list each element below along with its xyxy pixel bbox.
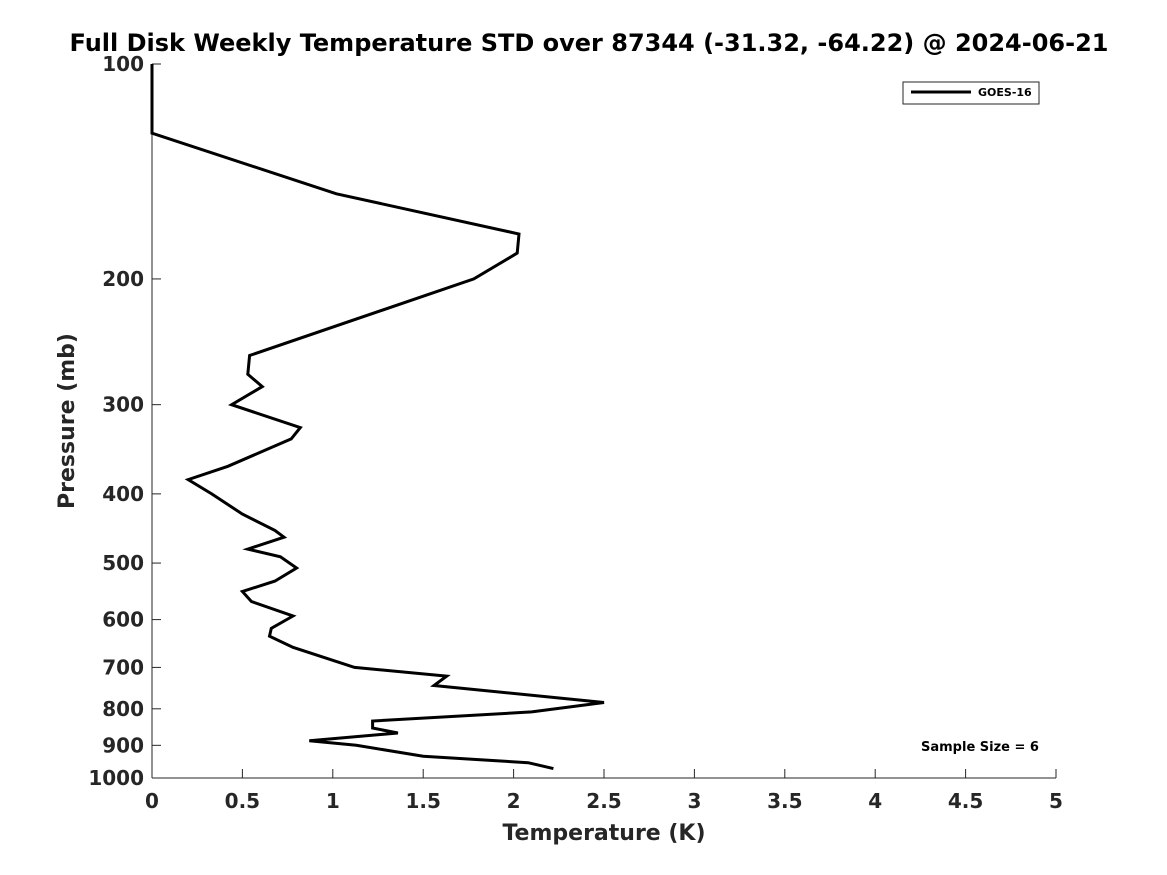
x-tick-label: 1.5 xyxy=(405,789,440,813)
sample-size-annotation: Sample Size = 6 xyxy=(921,740,1039,755)
y-tick-label: 600 xyxy=(102,608,144,632)
x-tick-label: 2 xyxy=(507,789,521,813)
x-tick-label: 0.5 xyxy=(225,789,260,813)
x-tick-label: 3 xyxy=(687,789,701,813)
y-tick-label: 700 xyxy=(102,655,144,679)
series-line-goes-16 xyxy=(150,64,605,771)
y-tick-label: 200 xyxy=(102,267,144,291)
x-tick-label: 4 xyxy=(868,789,882,813)
y-tick-label: 1000 xyxy=(88,766,144,790)
legend: GOES-16 xyxy=(902,81,1040,105)
x-tick-label: 3.5 xyxy=(767,789,802,813)
x-tick-label: 5 xyxy=(1049,789,1063,813)
y-tick-label: 800 xyxy=(102,697,144,721)
y-tick-label: 100 xyxy=(102,52,144,76)
y-tick-label: 900 xyxy=(102,733,144,757)
x-tick-label: 2.5 xyxy=(586,789,621,813)
legend-label: GOES-16 xyxy=(978,86,1032,99)
y-axis-ticks: 100 200 300 400 500 600 700 800 900 1000 xyxy=(88,52,161,790)
y-tick-label: 300 xyxy=(102,393,144,417)
x-tick-label: 1 xyxy=(326,789,340,813)
x-axis-ticks: 0 0.5 1 1.5 2 2.5 3 3.5 4 4.5 5 xyxy=(145,769,1063,813)
x-axis-label: Temperature (K) xyxy=(502,821,705,846)
chart-title: Full Disk Weekly Temperature STD over 87… xyxy=(70,29,1109,57)
x-tick-label: 0 xyxy=(145,789,159,813)
y-tick-label: 500 xyxy=(102,551,144,575)
y-axis-label: Pressure (mb) xyxy=(55,333,80,509)
y-tick-label: 400 xyxy=(102,482,144,506)
x-tick-label: 4.5 xyxy=(948,789,983,813)
